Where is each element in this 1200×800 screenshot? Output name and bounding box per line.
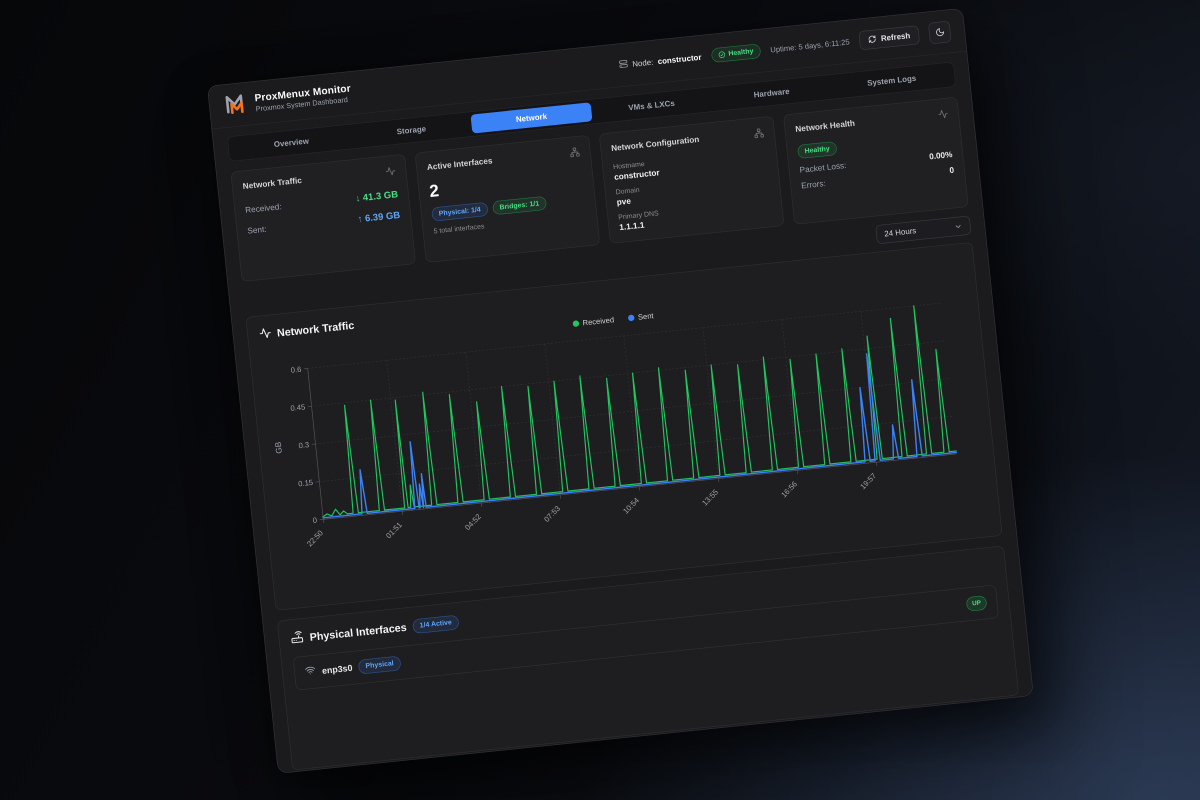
metric-cards-row: Network Traffic Received: ↓ 41.3 GB Sent… [230,96,969,282]
card-title: Network Health [794,118,856,134]
svg-text:16:56: 16:56 [779,479,799,499]
router-icon [290,630,304,647]
network-traffic-line-chart: 0 0.15 0.3 0.45 0.6 22:50 01:51 04:52 07:53 10:54… [274,302,957,548]
proxmenux-logo [222,90,249,120]
interface-status-badge: UP [965,595,988,612]
health-status-badge: Healthy [710,43,762,63]
svg-text:0.6: 0.6 [290,365,301,375]
card-title: Active Interfaces [426,155,493,172]
interfaces-title: Physical Interfaces [309,621,408,644]
theme-toggle-button[interactable] [927,20,952,44]
network-traffic-chart-card: Network Traffic Received Sent 0 0.15 0.3 0.… [245,242,1003,611]
active-count-badge: 1/4 Active [412,614,460,634]
svg-text:0.15: 0.15 [298,478,314,488]
interface-name: enp3s0 [321,662,353,677]
network-traffic-card: Network Traffic Received: ↓ 41.3 GB Sent… [230,153,416,282]
time-range-value: 24 Hours [883,226,917,239]
sent-legend-dot [627,314,635,322]
active-interfaces-card: Active Interfaces 2 Physical: 1/4 Bridge… [414,134,601,263]
svg-text:07:53: 07:53 [542,504,562,524]
uptime-text: Uptime: 5 days, 6:11:25 [769,37,850,55]
tab-overview[interactable]: Overview [273,136,310,149]
node-name: constructor [657,52,702,66]
svg-text:19:57: 19:57 [858,471,878,491]
header-bar: ProxMenux Monitor Proxmox System Dashboa… [207,8,967,130]
activity-icon [385,166,396,180]
svg-text:10:54: 10:54 [621,495,641,515]
activity-icon [259,327,273,343]
received-legend-dot [572,320,580,328]
svg-text:22:50: 22:50 [305,528,325,548]
refresh-button[interactable]: Refresh [858,24,920,50]
network-health-card: Network Health Healthy Packet Loss: 0.00… [783,96,969,225]
errors-label: Errors: [800,178,827,191]
card-title: Network Configuration [610,134,700,153]
network-icon [569,147,580,161]
node-label: Node: [631,57,654,69]
health-badge: Healthy [797,141,838,160]
packet-loss-value: 0.00% [928,149,953,162]
check-circle-icon [718,51,726,58]
network-configuration-card: Network Configuration Hostname construct… [598,115,785,244]
received-value: ↓ 41.3 GB [354,188,399,205]
svg-text:0: 0 [312,516,317,525]
interface-row-enp3s0[interactable]: enp3s0 Physical UP [292,584,999,691]
brand: ProxMenux Monitor Proxmox System Dashboa… [222,80,352,120]
node-indicator: Node: constructor [619,51,702,70]
svg-text:13:55: 13:55 [700,488,720,508]
svg-text:0.3: 0.3 [298,440,309,450]
tab-storage[interactable]: Storage [396,124,427,137]
tab-vms-lxcs[interactable]: VMs & LXCs [627,98,676,113]
chevron-down-icon [955,224,961,228]
svg-text:01:51: 01:51 [384,520,404,540]
bridges-count-badge: Bridges: 1/1 [491,195,547,216]
tab-hardware[interactable]: Hardware [753,86,790,100]
network-icon [753,128,764,142]
svg-text:GB: GB [274,441,284,454]
interface-type-badge: Physical [357,655,402,675]
dashboard-window: ProxMenux Monitor Proxmox System Dashboa… [207,7,1034,774]
errors-value: 0 [948,165,955,176]
tab-system-logs[interactable]: System Logs [866,73,917,88]
moon-icon [935,28,944,37]
physical-count-badge: Physical: 1/4 [431,201,489,222]
card-title: Network Traffic [242,175,303,191]
tab-network[interactable]: Network [470,102,593,134]
server-icon [619,59,629,71]
activity-icon [938,109,949,123]
physical-interfaces-card: Physical Interfaces 1/4 Active enp3s0 Ph… [276,545,1020,771]
sent-value: ↑ 6.39 GB [357,209,401,225]
wifi-icon [304,665,316,680]
refresh-icon [868,35,876,43]
svg-text:04:52: 04:52 [463,512,483,532]
received-label: Received: [244,201,283,215]
sent-label: Sent: [246,224,267,236]
time-range-select[interactable]: 24 Hours [875,215,972,245]
chart-title: Network Traffic [276,319,355,340]
packet-loss-label: Packet Loss: [799,160,847,175]
svg-text:0.45: 0.45 [290,402,306,412]
